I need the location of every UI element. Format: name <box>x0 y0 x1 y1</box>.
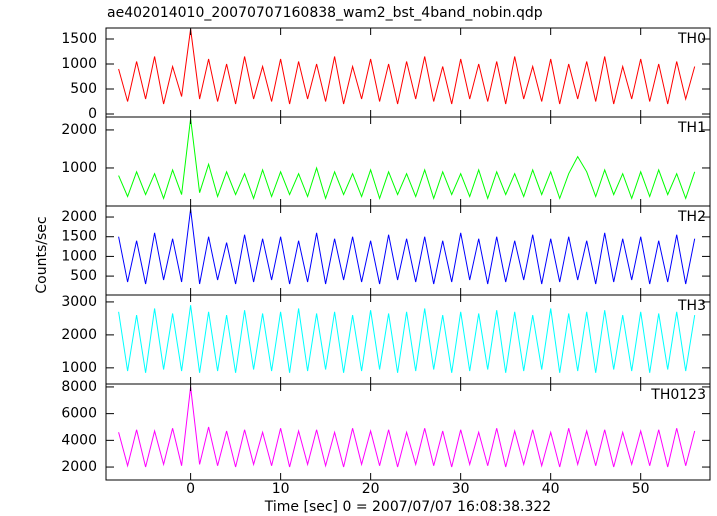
y-tick-label: 2000 <box>61 327 97 343</box>
y-tick-label: 0 <box>88 106 97 122</box>
panel-frame <box>105 116 711 207</box>
y-tick-label: 1000 <box>61 160 97 176</box>
chart-title: ae402014010_20070707160838_wam2_bst_4ban… <box>107 5 543 21</box>
panel-label: TH0123 <box>650 387 706 403</box>
series-line <box>118 28 696 105</box>
y-tick-label: 1500 <box>61 229 97 245</box>
x-tick-label: 40 <box>542 481 560 497</box>
panel-label: TH0 <box>677 31 706 47</box>
y-tick-label: 2000 <box>61 122 97 138</box>
panel-frame <box>105 294 711 385</box>
y-tick-label: 8000 <box>61 379 97 395</box>
y-tick-label: 6000 <box>61 406 97 422</box>
series-line <box>118 118 696 201</box>
series-line <box>118 305 696 373</box>
x-tick-label: 10 <box>272 481 290 497</box>
x-tick-label: 50 <box>632 481 650 497</box>
x-tick-label: 20 <box>362 481 380 497</box>
x-tick-label: 30 <box>452 481 470 497</box>
panel-label: TH3 <box>677 298 706 314</box>
panel-label: TH2 <box>677 209 706 225</box>
series-line <box>118 386 696 468</box>
y-tick-label: 4000 <box>61 432 97 448</box>
y-tick-label: 1000 <box>61 56 97 72</box>
y-axis-label: Counts/sec <box>34 216 50 293</box>
x-axis-label: Time [sec] 0 = 2007/07/07 16:08:38.322 <box>264 499 551 515</box>
y-tick-label: 1000 <box>61 248 97 264</box>
panel-frame <box>105 205 711 296</box>
y-tick-label: 2000 <box>61 209 97 225</box>
panel-frame <box>105 383 711 481</box>
y-tick-label: 1000 <box>61 360 97 376</box>
y-tick-label: 1500 <box>61 31 97 47</box>
y-tick-label: 500 <box>70 81 97 97</box>
panel-label: TH1 <box>677 120 706 136</box>
y-tick-label: 500 <box>70 268 97 284</box>
x-tick-label: 0 <box>186 481 195 497</box>
y-tick-label: 2000 <box>61 459 97 475</box>
series-line <box>118 209 696 285</box>
y-tick-label: 3000 <box>61 294 97 310</box>
